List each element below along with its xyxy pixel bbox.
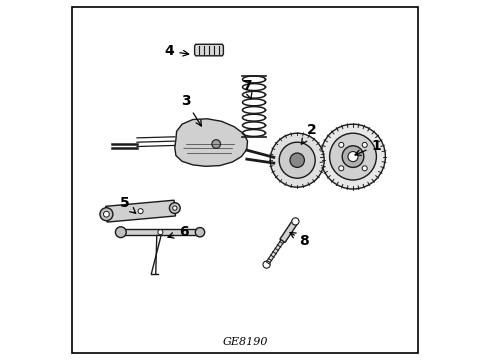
Circle shape xyxy=(362,142,367,147)
Circle shape xyxy=(290,153,304,167)
Text: 4: 4 xyxy=(165,44,189,58)
Polygon shape xyxy=(175,119,247,166)
Circle shape xyxy=(138,209,143,214)
Circle shape xyxy=(263,261,270,268)
Circle shape xyxy=(172,206,177,210)
Circle shape xyxy=(330,133,376,180)
Circle shape xyxy=(292,218,299,225)
Circle shape xyxy=(279,142,315,178)
Text: 5: 5 xyxy=(120,197,136,213)
Text: 8: 8 xyxy=(290,233,309,248)
Polygon shape xyxy=(265,240,284,266)
Circle shape xyxy=(196,228,205,237)
Circle shape xyxy=(170,203,180,213)
Circle shape xyxy=(342,146,364,167)
Circle shape xyxy=(116,227,126,238)
Circle shape xyxy=(212,140,220,148)
Circle shape xyxy=(158,230,163,235)
Circle shape xyxy=(270,133,324,187)
Circle shape xyxy=(348,152,358,162)
Text: 2: 2 xyxy=(301,123,317,144)
Circle shape xyxy=(320,124,386,189)
Bar xyxy=(121,229,200,235)
Text: 6: 6 xyxy=(168,225,189,239)
Circle shape xyxy=(339,142,344,147)
Text: 7: 7 xyxy=(242,79,252,99)
Circle shape xyxy=(103,211,109,217)
Text: 3: 3 xyxy=(181,94,201,126)
Polygon shape xyxy=(280,220,298,243)
Circle shape xyxy=(100,208,113,221)
Text: GE8190: GE8190 xyxy=(222,337,268,347)
Polygon shape xyxy=(106,200,175,222)
Circle shape xyxy=(362,166,367,171)
Text: 1: 1 xyxy=(355,139,381,155)
Circle shape xyxy=(339,166,344,171)
Polygon shape xyxy=(195,44,223,56)
